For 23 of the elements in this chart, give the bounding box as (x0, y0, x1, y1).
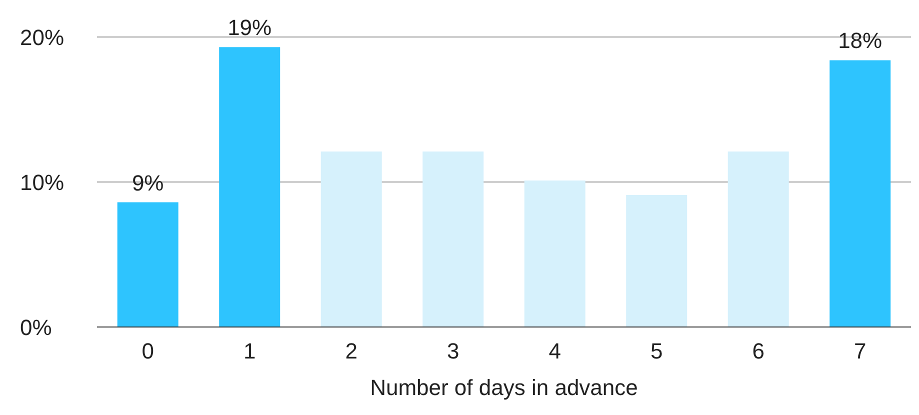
x-axis-title: Number of days in advance (370, 375, 638, 400)
data-label: 18% (838, 28, 882, 54)
y-tick-label: 10% (20, 170, 64, 195)
x-tick-label: 1 (244, 338, 256, 364)
bar (728, 152, 789, 327)
bar (320, 152, 382, 327)
bar (117, 202, 178, 327)
y-tick-label: 0% (20, 315, 52, 340)
bar (422, 152, 484, 327)
bar (219, 47, 280, 327)
x-tick-label: 5 (650, 338, 663, 364)
bar (830, 60, 891, 327)
x-tick-label: 0 (142, 338, 154, 364)
bar (524, 180, 586, 327)
x-tick-label: 4 (548, 338, 561, 364)
x-tick-label: 3 (447, 338, 460, 364)
data-label: 9% (132, 170, 164, 196)
x-tick-label: 6 (752, 338, 764, 364)
x-tick-label: 7 (854, 338, 866, 364)
y-tick-label: 20% (20, 25, 64, 50)
bar (626, 195, 688, 327)
data-label: 19% (228, 15, 272, 40)
x-tick-label: 2 (345, 338, 358, 364)
